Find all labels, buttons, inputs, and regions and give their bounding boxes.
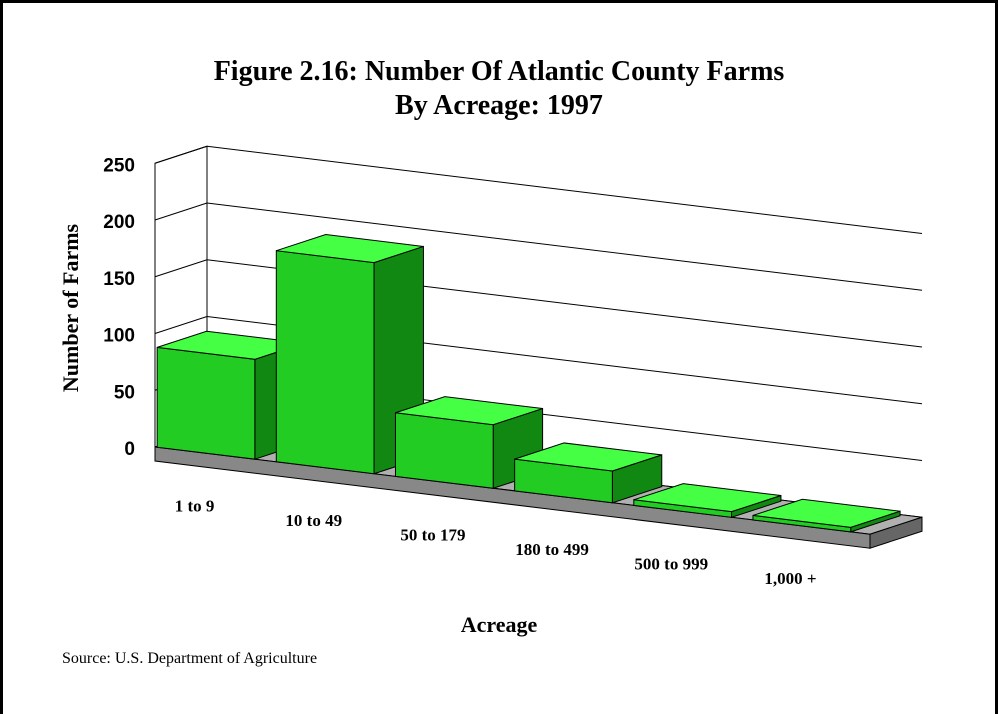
x-axis-label: Acreage [460,612,538,637]
gridline-back [206,202,923,291]
x-tick-label: 1,000 + [764,569,816,588]
bar-front [394,412,494,489]
y-axis-ticks: 0 50 100 150 200 250 [103,155,135,460]
x-tick-label: 1 to 9 [175,496,215,515]
bar [514,442,663,504]
chart-title-line-1: Figure 2.16: Number Of Atlantic County F… [213,56,785,87]
x-tick-label: 50 to 179 [400,525,465,544]
bar-top [514,442,662,472]
y-tick-label: 100 [103,326,135,347]
y-tick-label: 250 [103,155,135,176]
y-tick-label: 200 [103,212,135,233]
gridline-back [206,145,923,234]
bar-top [395,396,543,426]
floor-side [869,516,923,549]
gridline-side [154,145,208,164]
bar-top [276,234,424,264]
x-tick-label: 10 to 49 [285,511,342,530]
bar-top [633,483,782,513]
gridline-side [154,259,208,278]
bar-front [156,346,256,460]
x-axis-ticks: 1 to 9 10 to 49 50 to 179 180 to 499 500 to … [175,496,817,588]
x-tick-label: 500 to 999 [634,554,708,573]
chart-bars [156,234,901,533]
bar [633,483,782,519]
chart-title-line-2: By Acreage: 1997 [395,90,603,121]
source-note: Source: U.S. Department of Agriculture [62,650,318,667]
bar [752,498,901,533]
bar-front [275,250,375,475]
y-tick-label: 50 [114,382,135,403]
y-tick-label: 150 [103,269,135,290]
gridline-side [154,202,208,221]
x-tick-label: 180 to 499 [515,540,589,559]
gridline-side [154,316,208,334]
y-axis-label: Number of Farms [58,223,83,392]
y-tick-label: 0 [124,439,135,460]
bar-top [752,498,901,528]
